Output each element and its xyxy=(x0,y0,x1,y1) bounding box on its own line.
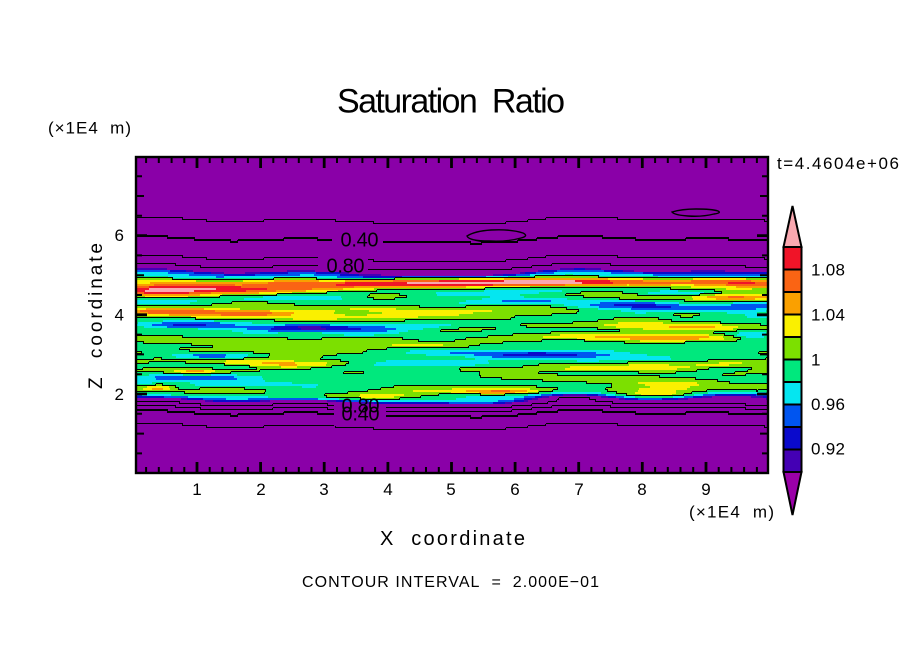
svg-text:6: 6 xyxy=(510,480,519,499)
svg-text:4: 4 xyxy=(383,480,392,499)
svg-text:Z coordinate: Z coordinate xyxy=(86,243,107,389)
svg-text:4: 4 xyxy=(115,306,124,325)
svg-text:0.40: 0.40 xyxy=(342,404,380,426)
svg-text:0.96: 0.96 xyxy=(811,395,845,414)
svg-text:t=4.4604e+06: t=4.4604e+06 xyxy=(777,154,899,173)
svg-text:6: 6 xyxy=(115,226,124,245)
svg-text:0.80: 0.80 xyxy=(342,396,380,418)
svg-text:3: 3 xyxy=(319,480,328,499)
svg-text:1.08: 1.08 xyxy=(811,261,845,280)
svg-text:0.92: 0.92 xyxy=(811,440,845,459)
svg-text:2: 2 xyxy=(256,480,265,499)
svg-text:1: 1 xyxy=(811,351,820,370)
svg-text:1: 1 xyxy=(192,480,201,499)
svg-text:X coordinate: X coordinate xyxy=(380,528,525,550)
svg-text:Saturation Ratio: Saturation Ratio xyxy=(337,83,565,121)
svg-text:7: 7 xyxy=(574,480,583,499)
svg-text:1.04: 1.04 xyxy=(811,306,845,325)
svg-text:5: 5 xyxy=(446,480,455,499)
svg-text:9: 9 xyxy=(701,480,710,499)
svg-text:0.80: 0.80 xyxy=(327,256,365,278)
svg-text:0.40: 0.40 xyxy=(341,230,379,252)
svg-text:CONTOUR INTERVAL = 2.000E−01: CONTOUR INTERVAL = 2.000E−01 xyxy=(302,574,599,591)
svg-text:2: 2 xyxy=(115,385,124,404)
svg-text:(×1E4 m): (×1E4 m) xyxy=(48,119,131,138)
svg-text:(×1E4 m): (×1E4 m) xyxy=(689,503,774,522)
svg-text:8: 8 xyxy=(637,480,646,499)
